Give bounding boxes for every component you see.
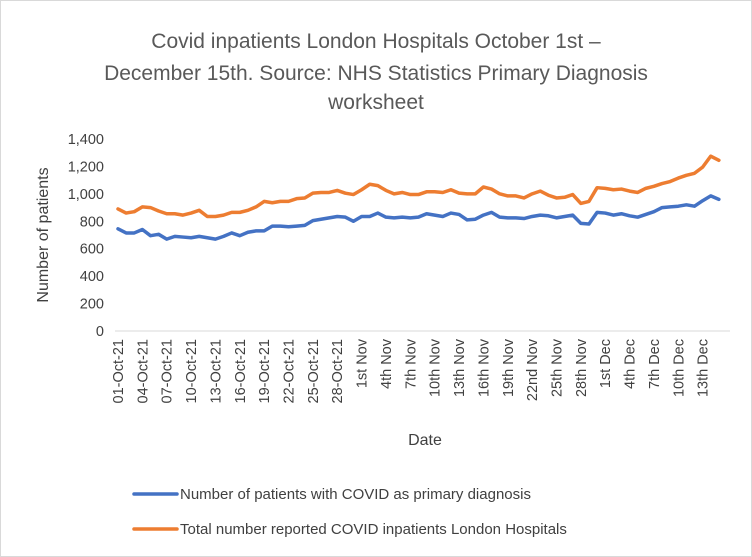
x-tick-label: 22nd Nov [525,338,541,401]
legend-label-total-reported: Total number reported COVID inpatients L… [180,521,567,538]
y-tick-label: 1,200 [68,159,104,175]
y-tick-label: 400 [80,269,104,285]
series-line-primary-diagnosis [116,194,721,241]
x-tick-label: 10th Dec [671,339,687,397]
x-tick-label: 16-Oct-21 [233,339,249,403]
y-tick-label: 200 [80,297,104,313]
legend-item-total-reported: Total number reported COVID inpatients L… [132,521,567,538]
x-tick-label: 7th Dec [647,339,663,389]
x-tick-label: 25th Nov [549,338,565,397]
y-tick-label: 0 [96,324,104,340]
x-tick-label: 04-Oct-21 [135,339,151,403]
x-tick-label: 1st Dec [598,339,614,388]
y-tick-label: 600 [80,242,104,258]
legend: Number of patients with COVID as primary… [132,486,567,538]
x-tick-label: 10-Oct-21 [184,339,200,403]
x-tick-label: 4th Dec [623,339,639,389]
x-tick-label: 01-Oct-21 [111,339,127,403]
x-tick-label: 07-Oct-21 [160,339,176,403]
y-tick-label: 800 [80,214,104,230]
series-line-total-reported [116,154,721,219]
legend-label-primary-diagnosis: Number of patients with COVID as primary… [180,486,531,503]
x-tick-label: 4th Nov [379,338,395,389]
chart-title-line-2: December 15th. Source: NHS Statistics Pr… [104,62,648,85]
x-axis-ticks: 01-Oct-21 04-Oct-21 07-Oct-21 10-Oct-21 13-O… [111,338,712,403]
chart-title-line-1: Covid inpatients London Hospitals Octobe… [151,30,601,53]
y-axis-ticks: 0 200 400 600 800 1,000 1,200 1,400 [68,132,104,340]
y-tick-label: 1,400 [68,132,104,148]
x-tick-label: 13th Dec [696,339,712,397]
x-tick-label: 19th Nov [501,338,517,397]
x-tick-label: 13th Nov [452,338,468,397]
x-tick-label: 7th Nov [403,338,419,389]
series-lines [116,154,721,241]
chart-title-line-3: worksheet [327,91,424,114]
legend-item-primary-diagnosis: Number of patients with COVID as primary… [132,486,531,503]
chart-title: Covid inpatients London Hospitals Octobe… [104,30,648,114]
x-tick-label: 1st Nov [355,338,371,388]
x-tick-label: 13-Oct-21 [208,339,224,403]
x-tick-label: 22-Oct-21 [282,339,298,403]
x-tick-label: 19-Oct-21 [257,339,273,403]
x-tick-label: 28th Nov [574,338,590,397]
x-tick-label: 25-Oct-21 [306,339,322,403]
x-tick-label: 10th Nov [428,338,444,397]
x-tick-label: 28-Oct-21 [330,339,346,403]
y-tick-label: 1,000 [68,187,104,203]
y-axis-title: Number of patients [35,167,52,302]
x-axis-title: Date [408,432,442,449]
x-tick-label: 16th Nov [476,338,492,397]
